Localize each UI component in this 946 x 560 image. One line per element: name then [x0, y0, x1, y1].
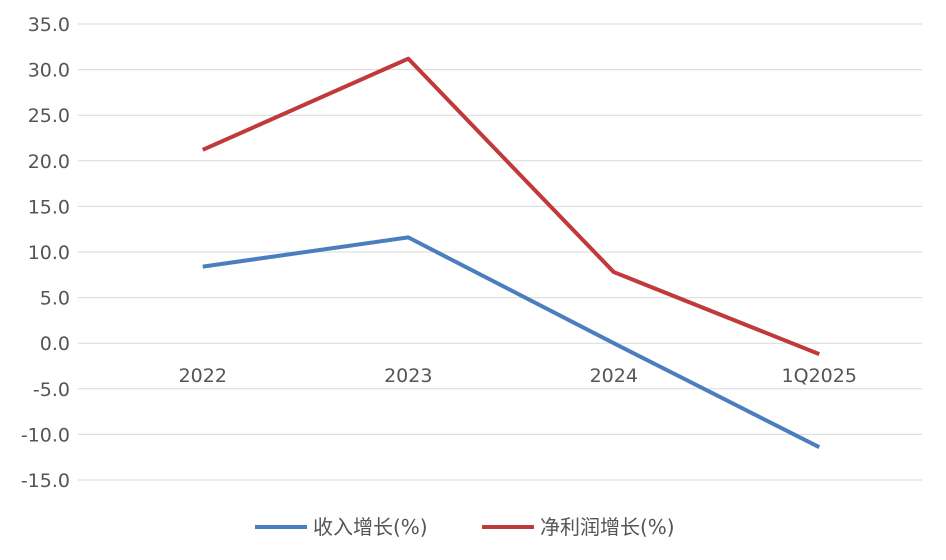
y-tick-label: 5.0: [40, 288, 70, 310]
y-tick-label: -5.0: [33, 379, 70, 401]
y-tick-label: 15.0: [28, 196, 70, 218]
y-tick-label: 20.0: [28, 151, 70, 173]
gridlines: [78, 24, 922, 480]
y-tick-label: 10.0: [28, 242, 70, 264]
x-tick-label: 2024: [590, 365, 638, 387]
y-tick-label: 0.0: [40, 333, 70, 355]
y-tick-label: 35.0: [28, 14, 70, 36]
series-line-0: [203, 237, 820, 447]
y-tick-label: -10.0: [21, 424, 70, 446]
y-tick-label: 30.0: [28, 60, 70, 82]
legend: 收入增长(%) 净利润增长(%): [255, 515, 675, 539]
y-tick-label: -15.0: [21, 470, 70, 492]
x-tick-label: 2023: [384, 365, 432, 387]
x-axis-ticks: 2022 2023 2024 1Q2025: [179, 365, 857, 387]
x-tick-label: 1Q2025: [782, 365, 857, 387]
legend-label-1: 净利润增长(%): [540, 515, 675, 539]
y-tick-label: 25.0: [28, 105, 70, 127]
legend-label-0: 收入增长(%): [313, 515, 428, 539]
y-axis-ticks: 35.0 30.0 25.0 20.0 15.0 10.0 5.0 0.0 -5.0 -10.0 -…: [21, 14, 70, 492]
x-tick-label: 2022: [179, 365, 227, 387]
